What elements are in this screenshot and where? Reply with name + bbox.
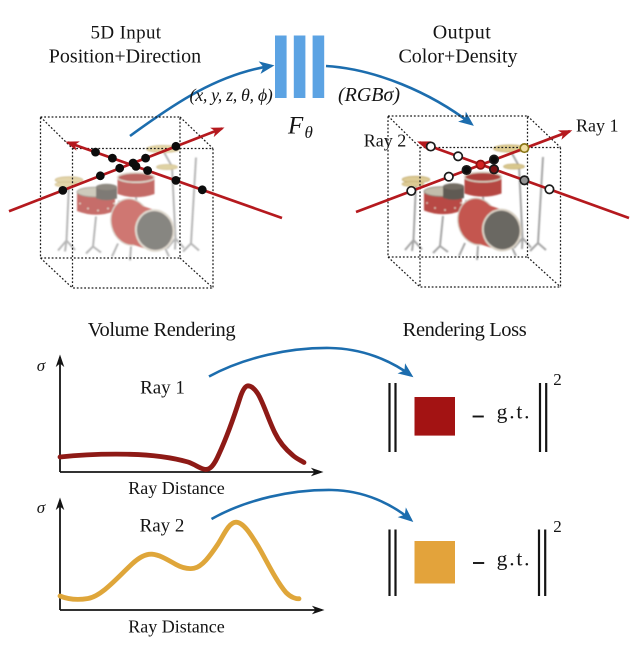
svg-text:Color+Density: Color+Density — [398, 46, 517, 68]
svg-text:Ray 1: Ray 1 — [576, 116, 619, 136]
svg-text:θ: θ — [305, 123, 313, 142]
svg-text:σ: σ — [37, 356, 46, 375]
svg-text:(x, y, z, θ, ϕ): (x, y, z, θ, ϕ) — [190, 85, 273, 106]
svg-text:(RGBσ): (RGBσ) — [338, 84, 400, 106]
svg-text:Ray 1: Ray 1 — [140, 378, 185, 399]
svg-text:Ray Distance: Ray Distance — [128, 617, 224, 637]
svg-text:2: 2 — [553, 517, 562, 536]
svg-text:5D Input: 5D Input — [91, 23, 162, 44]
svg-text:Position+Direction: Position+Direction — [49, 46, 201, 68]
svg-text:Ray Distance: Ray Distance — [128, 478, 224, 498]
svg-text:Ray 2: Ray 2 — [364, 131, 407, 151]
svg-text:Ray 2: Ray 2 — [140, 516, 185, 537]
svg-text:g.t.: g.t. — [497, 547, 532, 571]
svg-text:g.t.: g.t. — [497, 400, 532, 424]
svg-text:F: F — [287, 113, 304, 140]
svg-text:Output: Output — [433, 22, 492, 44]
svg-text:σ: σ — [37, 498, 46, 517]
svg-text:Rendering Loss: Rendering Loss — [403, 319, 527, 341]
svg-text:2: 2 — [553, 370, 562, 389]
svg-text:Volume Rendering: Volume Rendering — [88, 319, 236, 341]
